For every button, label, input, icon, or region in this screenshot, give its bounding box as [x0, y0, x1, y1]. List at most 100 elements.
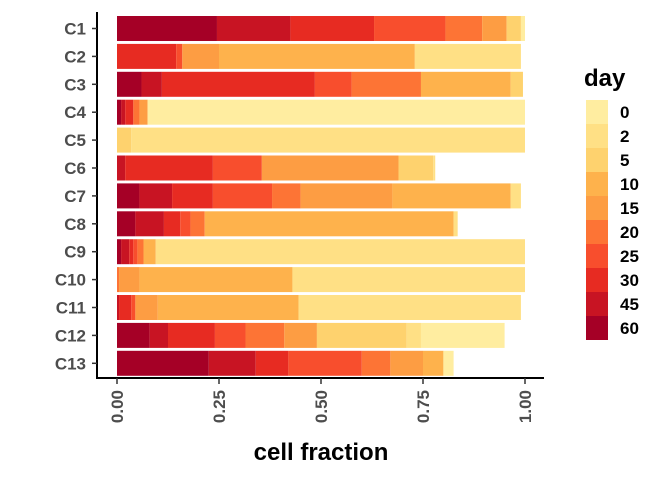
legend-label: 0: [620, 103, 629, 122]
y-tick-label: C3: [64, 75, 86, 94]
y-tick-label: C11: [56, 299, 86, 318]
bar-segment-c1-day-0: [520, 16, 525, 41]
y-tick-label: C12: [55, 326, 86, 345]
legend-label: 60: [620, 319, 639, 338]
bar-segment-c9-day-60: [117, 239, 122, 265]
bar-segment-c3-day-25: [314, 71, 352, 97]
bar-segment-c9-day-25: [133, 239, 138, 265]
bar-segment-c11-day-30: [119, 295, 132, 320]
bar-segment-c4-day-15: [139, 99, 148, 125]
y-tick-label: C7: [64, 187, 86, 206]
bar-segment-c8-day-60: [117, 211, 136, 237]
bar-segment-c13-day-15: [390, 350, 423, 376]
bar-segment-c1-day-60: [117, 16, 217, 41]
bar-segment-c5-day-5: [117, 127, 132, 153]
y-tick-label: C5: [64, 131, 86, 150]
bar-segment-c1-day-45: [216, 16, 291, 41]
bar-segment-c12-day-45: [149, 322, 168, 348]
y-tick-label: C1: [64, 20, 86, 39]
legend-label: 5: [620, 151, 629, 170]
bar-segment-c8-day-10: [204, 211, 454, 237]
legend-swatch-day-30: [586, 268, 608, 292]
bar-segment-c5-day-2: [131, 127, 525, 153]
bar-segment-c4-day-0: [147, 99, 525, 125]
legend-swatch-day-45: [586, 292, 608, 316]
bar-segment-c11-day-25: [131, 295, 136, 320]
bar-segment-c12-day-5: [316, 322, 407, 348]
bar-segment-c13-day-20: [361, 350, 391, 376]
bar-segment-c2-day-15: [182, 43, 219, 69]
bar-segment-c1-day-25: [374, 16, 446, 41]
x-tick-label: 0.25: [210, 390, 229, 423]
bar-segment-c8-day-2: [453, 211, 458, 237]
bar-segment-c4-day-60: [117, 99, 122, 125]
bar-segment-c7-day-25: [212, 183, 273, 209]
bar-segment-c2-day-10: [219, 43, 415, 69]
bar-segment-c9-day-45: [121, 239, 130, 265]
bar-layer: [117, 16, 525, 376]
x-tick-label: 0.00: [108, 390, 127, 423]
legend-swatch-day-15: [586, 196, 608, 220]
legend-label: 10: [620, 175, 639, 194]
bar-segment-c3-day-5: [510, 71, 523, 97]
bar-segment-c10-day-20: [117, 267, 120, 293]
bar-segment-c12-day-30: [168, 322, 215, 348]
x-tick-label: 0.75: [414, 390, 433, 423]
bar-segment-c13-day-60: [117, 350, 209, 376]
bar-segment-c13-day-10: [423, 350, 444, 376]
legend-swatch-day-0: [586, 100, 608, 124]
bar-segment-c13-day-0: [443, 350, 454, 376]
bar-segment-c6-day-2: [433, 155, 436, 181]
legend-swatch-day-2: [586, 124, 608, 148]
bar-segment-c3-day-45: [141, 71, 162, 97]
legend-swatch-day-10: [586, 172, 608, 196]
bar-segment-c1-day-20: [445, 16, 483, 41]
x-tick-layer: 0.00 0.25 0.50 0.75 1.00: [108, 378, 535, 423]
bar-segment-c6-day-30: [125, 155, 213, 181]
bar-segment-c7-day-45: [139, 183, 173, 209]
bar-segment-c3-day-60: [117, 71, 142, 97]
bar-segment-c6-day-45: [117, 155, 126, 181]
bar-segment-c8-day-30: [163, 211, 181, 237]
bar-segment-c6-day-5: [398, 155, 434, 181]
legend-label: 15: [620, 199, 639, 218]
bar-segment-c9-day-10: [143, 239, 156, 265]
legend-swatch-day-25: [586, 244, 608, 268]
y-tick-label: C6: [64, 159, 86, 178]
legend-label: 2: [620, 127, 629, 146]
bar-segment-c11-day-45: [117, 295, 120, 320]
bar-segment-c13-day-25: [288, 350, 362, 376]
legend-swatch-day-20: [586, 220, 608, 244]
legend-label: 20: [620, 223, 639, 242]
bar-segment-c12-day-60: [117, 322, 150, 348]
bar-segment-c12-day-2: [406, 322, 421, 348]
bar-segment-c1-day-5: [506, 16, 521, 41]
bar-segment-c10-day-10: [139, 267, 293, 293]
y-tick-label: C13: [55, 354, 86, 373]
legend-label: 45: [620, 295, 639, 314]
bar-segment-c12-day-0: [420, 322, 505, 348]
y-tick-label: C9: [64, 243, 86, 262]
bar-segment-c11-day-10: [157, 295, 299, 320]
x-axis-title: cell fraction: [254, 439, 389, 466]
bar-segment-c2-day-30: [117, 43, 177, 69]
bar-segment-c8-day-20: [190, 211, 205, 237]
bar-segment-c2-day-2: [414, 43, 521, 69]
bar-segment-c8-day-25: [180, 211, 191, 237]
y-tick-label: C10: [55, 271, 86, 290]
legend-swatch-day-60: [586, 316, 608, 340]
bar-segment-c4-day-20: [133, 99, 140, 125]
bar-segment-c4-day-30: [125, 99, 134, 125]
y-tick-layer: C1 C2 C3 C4 C5 C6 C7 C8 C9 C10 C11 C12 C13: [55, 20, 97, 373]
bar-segment-c6-day-15: [261, 155, 399, 181]
bar-segment-c11-day-15: [135, 295, 158, 320]
bar-segment-c13-day-30: [255, 350, 289, 376]
bar-segment-c7-day-20: [272, 183, 301, 209]
bar-segment-c6-day-25: [212, 155, 262, 181]
bar-segment-c9-day-20: [137, 239, 144, 265]
bar-segment-c12-day-15: [284, 322, 317, 348]
bar-segment-c7-day-60: [117, 183, 140, 209]
bar-segment-c10-day-15: [119, 267, 140, 293]
